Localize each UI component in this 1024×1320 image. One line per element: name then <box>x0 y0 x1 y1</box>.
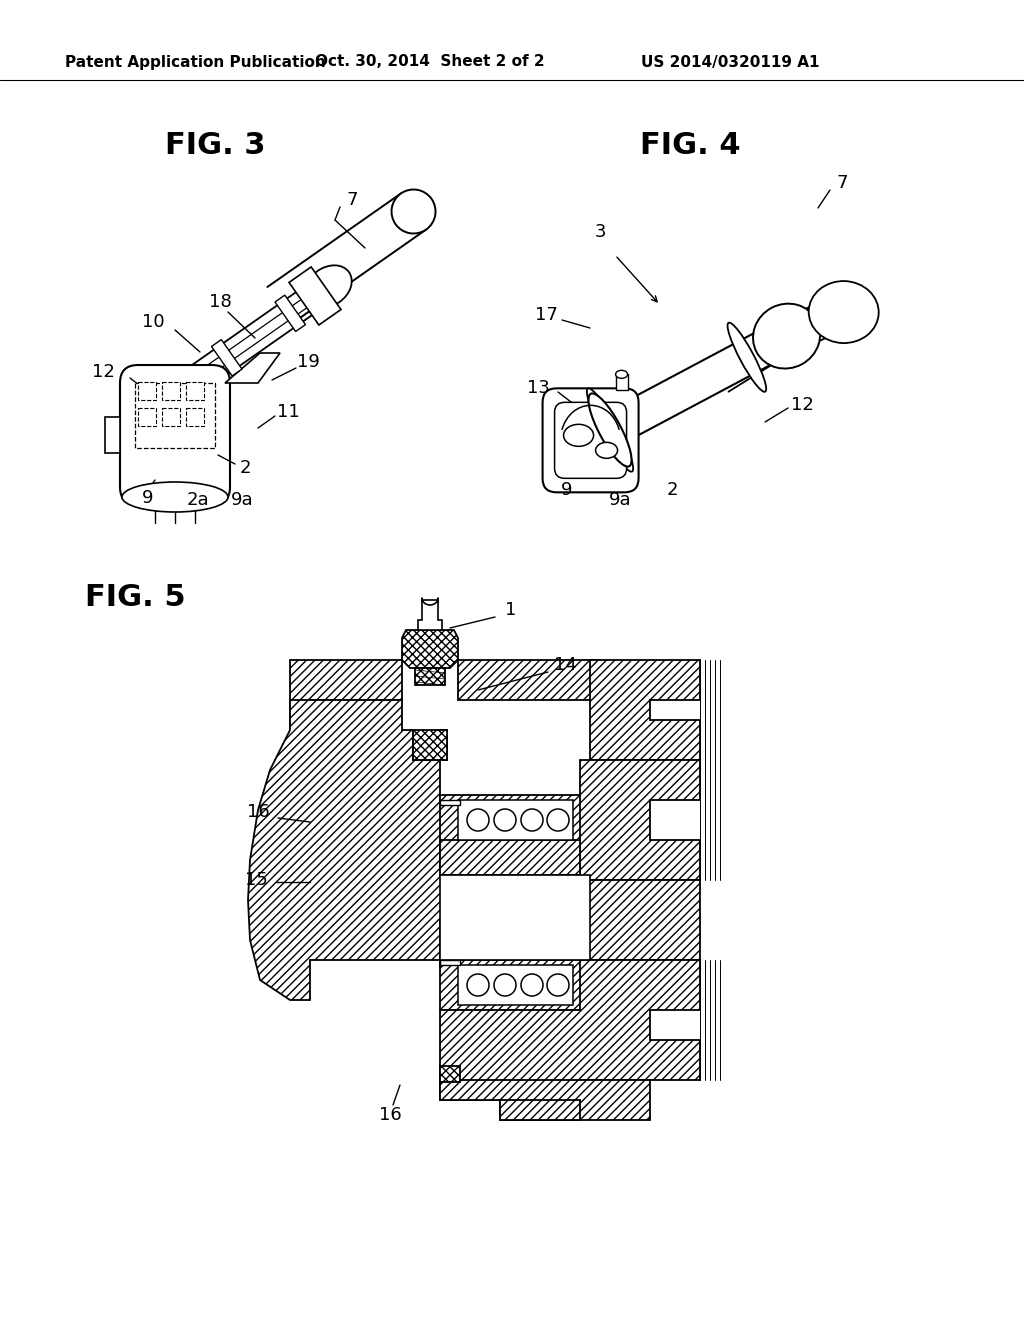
Text: 12: 12 <box>91 363 115 381</box>
Ellipse shape <box>122 482 228 512</box>
Ellipse shape <box>547 974 569 997</box>
FancyBboxPatch shape <box>555 403 627 478</box>
Polygon shape <box>440 840 580 875</box>
Text: 18: 18 <box>209 293 231 312</box>
FancyBboxPatch shape <box>120 366 230 506</box>
Bar <box>186 408 204 426</box>
Polygon shape <box>289 267 341 325</box>
Polygon shape <box>402 630 458 668</box>
Text: 10: 10 <box>141 313 164 331</box>
Polygon shape <box>440 875 590 960</box>
Polygon shape <box>440 960 700 1119</box>
Text: 7: 7 <box>837 174 848 191</box>
Text: FIG. 4: FIG. 4 <box>640 131 740 160</box>
Polygon shape <box>440 1080 650 1119</box>
Ellipse shape <box>494 974 516 997</box>
Text: 1: 1 <box>505 601 516 619</box>
Bar <box>440 800 460 805</box>
Text: 2: 2 <box>667 480 678 499</box>
Text: FIG. 5: FIG. 5 <box>85 583 185 612</box>
Ellipse shape <box>521 974 543 997</box>
Polygon shape <box>418 601 442 630</box>
Bar <box>458 800 573 840</box>
Text: 16: 16 <box>247 803 270 821</box>
Text: 9: 9 <box>142 488 154 507</box>
Bar <box>162 408 180 426</box>
Ellipse shape <box>547 809 569 832</box>
Ellipse shape <box>494 809 516 832</box>
Text: 16: 16 <box>379 1106 401 1125</box>
Bar <box>138 381 156 400</box>
Polygon shape <box>212 339 242 376</box>
Text: 9: 9 <box>561 480 572 499</box>
Ellipse shape <box>467 974 489 997</box>
Polygon shape <box>415 668 445 685</box>
Ellipse shape <box>563 424 594 446</box>
Text: 11: 11 <box>276 403 299 421</box>
Text: Oct. 30, 2014  Sheet 2 of 2: Oct. 30, 2014 Sheet 2 of 2 <box>315 54 545 70</box>
Ellipse shape <box>587 388 633 471</box>
Text: 17: 17 <box>536 306 558 323</box>
Polygon shape <box>500 1100 580 1119</box>
Polygon shape <box>413 730 447 760</box>
Polygon shape <box>580 760 700 880</box>
Polygon shape <box>440 795 590 845</box>
Ellipse shape <box>521 809 543 832</box>
Text: 9a: 9a <box>608 491 632 510</box>
Polygon shape <box>590 660 700 760</box>
Text: 7: 7 <box>346 191 357 209</box>
Text: 13: 13 <box>527 379 550 397</box>
Ellipse shape <box>391 190 435 234</box>
Bar <box>186 381 204 400</box>
Ellipse shape <box>305 265 351 308</box>
Text: 3: 3 <box>594 223 606 242</box>
Bar <box>162 381 180 400</box>
Polygon shape <box>225 352 280 383</box>
Text: 12: 12 <box>791 396 813 414</box>
Polygon shape <box>290 660 402 730</box>
Polygon shape <box>440 960 590 1010</box>
Text: FIG. 3: FIG. 3 <box>165 131 265 160</box>
Bar <box>458 965 573 1005</box>
Text: 19: 19 <box>297 352 319 371</box>
Ellipse shape <box>589 393 632 466</box>
Polygon shape <box>440 1067 460 1082</box>
Text: Patent Application Publication: Patent Application Publication <box>65 54 326 70</box>
Ellipse shape <box>596 442 617 458</box>
Ellipse shape <box>727 322 766 392</box>
FancyBboxPatch shape <box>543 388 639 492</box>
Polygon shape <box>774 298 842 360</box>
Text: 2a: 2a <box>186 491 209 510</box>
Text: 9a: 9a <box>230 491 253 510</box>
Polygon shape <box>275 296 305 331</box>
Text: 2: 2 <box>240 459 251 477</box>
Text: 15: 15 <box>245 871 268 888</box>
Polygon shape <box>458 660 600 700</box>
Bar <box>138 408 156 426</box>
Bar <box>105 417 120 453</box>
Text: 14: 14 <box>554 656 577 675</box>
Ellipse shape <box>467 809 489 832</box>
Polygon shape <box>248 700 460 1001</box>
Ellipse shape <box>809 281 879 343</box>
Ellipse shape <box>753 304 820 368</box>
Bar <box>440 960 460 965</box>
Text: US 2014/0320119 A1: US 2014/0320119 A1 <box>641 54 819 70</box>
Bar <box>615 375 628 391</box>
Polygon shape <box>440 950 460 968</box>
Polygon shape <box>580 880 700 960</box>
Ellipse shape <box>615 371 628 379</box>
Bar <box>135 383 215 447</box>
